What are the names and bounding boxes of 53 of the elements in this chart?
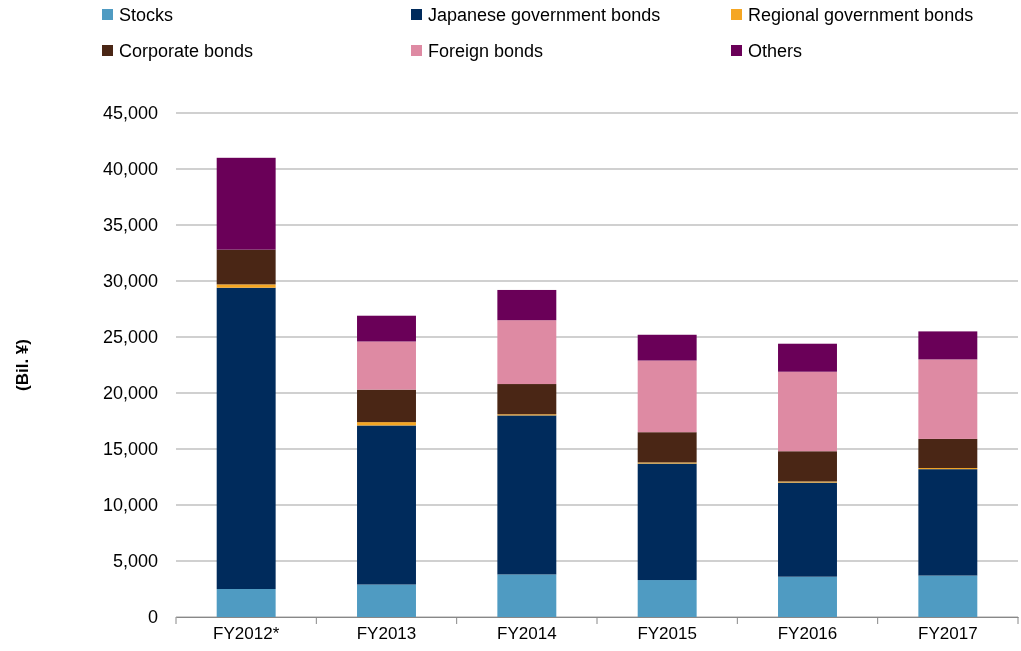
legend-label: Corporate bonds — [119, 41, 254, 61]
y-tick-label: 40,000 — [102, 159, 158, 180]
y-tick-label: 15,000 — [102, 439, 158, 460]
x-tick-label: FY2016 — [777, 624, 838, 644]
y-tick-label: 45,000 — [102, 103, 158, 124]
bar — [918, 575, 978, 617]
y-tick-label: 35,000 — [102, 215, 158, 236]
bar — [637, 360, 697, 433]
x-tick-label: FY2014 — [497, 624, 557, 644]
legend-label: Others — [748, 41, 803, 61]
x-tick-label: FY2017 — [918, 624, 978, 644]
bar — [918, 331, 978, 360]
bar — [216, 284, 276, 288]
legend-label: Japanese government bonds — [428, 5, 661, 25]
bar — [216, 249, 276, 285]
y-tick-label: 30,000 — [102, 271, 158, 292]
bar — [778, 482, 837, 577]
legend-label: Foreign bonds — [428, 41, 544, 61]
x-tick-label: FY2012* — [213, 624, 280, 644]
bar — [778, 343, 837, 372]
legend-label: Stocks — [119, 5, 174, 25]
x-tick-label: FY2015 — [637, 624, 697, 644]
y-tick-label: 20,000 — [102, 383, 158, 404]
bar — [497, 415, 557, 575]
y-tick-label: 25,000 — [102, 327, 158, 348]
bar — [216, 157, 276, 250]
bar — [497, 384, 557, 415]
bar — [497, 320, 557, 385]
bar — [497, 574, 557, 617]
bar — [778, 576, 837, 617]
bar — [918, 438, 978, 469]
bar — [918, 359, 978, 439]
legend-label: Regional government bonds — [748, 5, 974, 25]
bar — [637, 432, 697, 463]
bar — [357, 341, 416, 390]
y-tick-label: 10,000 — [102, 495, 158, 516]
y-tick-label: 5,000 — [112, 551, 158, 572]
bar — [357, 584, 416, 617]
bar — [637, 463, 697, 581]
x-tick-label: FY2013 — [356, 624, 417, 644]
bar — [357, 315, 416, 342]
bar — [637, 334, 697, 361]
y-tick-label: 0 — [147, 607, 158, 628]
bar — [216, 589, 276, 617]
bar — [918, 469, 978, 576]
bar — [216, 287, 276, 589]
bar — [497, 289, 557, 321]
bar — [637, 580, 697, 617]
bar — [778, 371, 837, 452]
y-axis-title: (Bil. ¥) — [13, 339, 32, 391]
bar — [357, 389, 416, 423]
bar — [357, 425, 416, 585]
bar — [778, 451, 837, 482]
